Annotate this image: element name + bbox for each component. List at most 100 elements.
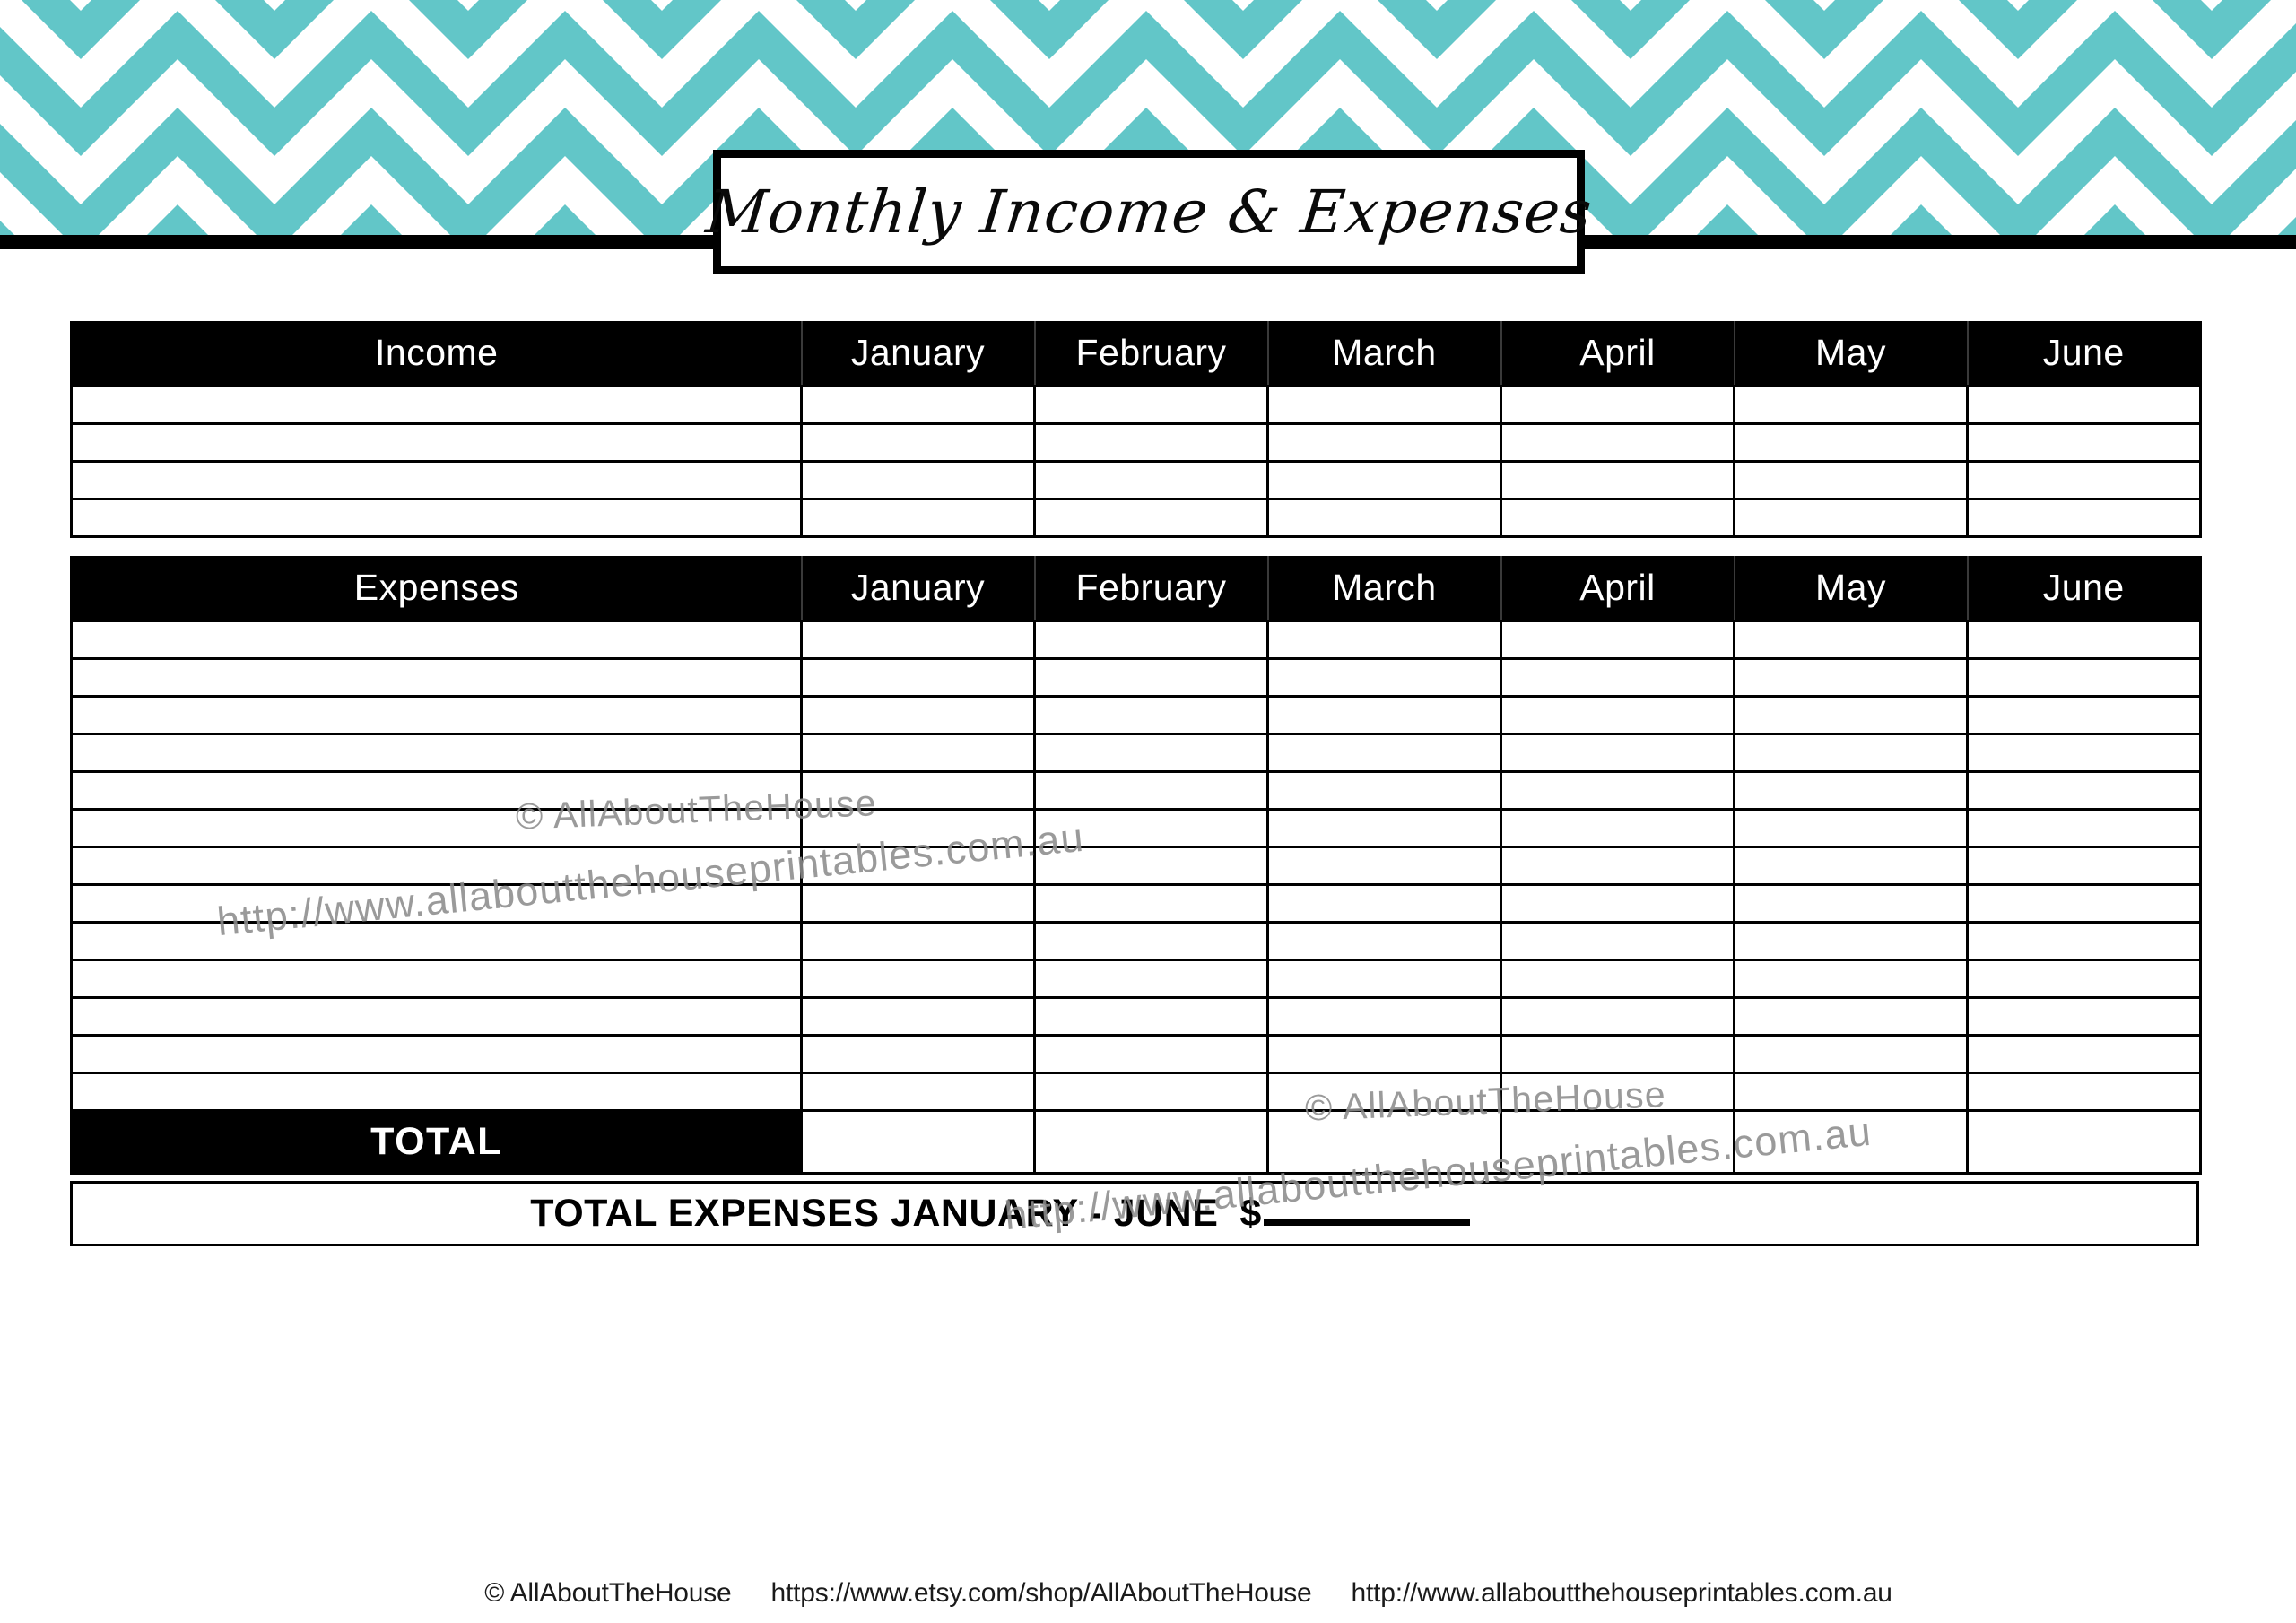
expense-row-label[interactable] [70, 882, 803, 924]
income-cell-january[interactable] [800, 384, 1036, 425]
expense-cell-may[interactable] [1733, 920, 1969, 961]
expense-cell-june[interactable] [1966, 995, 2202, 1037]
expense-cell-april[interactable] [1500, 920, 1735, 961]
expense-cell-april[interactable] [1500, 995, 1735, 1037]
income-cell-march[interactable] [1266, 459, 1502, 500]
expense-cell-march[interactable] [1266, 958, 1502, 999]
expense-cell-march[interactable] [1266, 694, 1502, 735]
expense-cell-april[interactable] [1500, 732, 1735, 773]
income-cell-march[interactable] [1266, 497, 1502, 538]
expense-cell-january[interactable] [800, 845, 1036, 886]
income-cell-march[interactable] [1266, 421, 1502, 463]
expense-cell-may[interactable] [1733, 807, 1969, 848]
expense-cell-march[interactable] [1266, 732, 1502, 773]
expense-cell-february[interactable] [1033, 694, 1269, 735]
expense-cell-may[interactable] [1733, 656, 1969, 698]
income-cell-june[interactable] [1966, 384, 2202, 425]
income-cell-april[interactable] [1500, 384, 1735, 425]
expense-cell-january[interactable] [800, 769, 1036, 811]
expense-cell-june[interactable] [1966, 807, 2202, 848]
expense-cell-february[interactable] [1033, 995, 1269, 1037]
expense-row-label[interactable] [70, 619, 803, 660]
income-cell-april[interactable] [1500, 497, 1735, 538]
income-cell-april[interactable] [1500, 421, 1735, 463]
expense-cell-june[interactable] [1966, 694, 2202, 735]
expense-cell-january[interactable] [800, 1033, 1036, 1074]
expense-cell-april[interactable] [1500, 769, 1735, 811]
expense-row-label[interactable] [70, 1071, 803, 1112]
expense-row-label[interactable] [70, 958, 803, 999]
income-cell-february[interactable] [1033, 497, 1269, 538]
expense-row-label[interactable] [70, 732, 803, 773]
expense-row-label[interactable] [70, 845, 803, 886]
expense-cell-june[interactable] [1966, 958, 2202, 999]
expense-cell-march[interactable] [1266, 1033, 1502, 1074]
expenses-total-may[interactable] [1733, 1108, 1969, 1175]
expense-cell-may[interactable] [1733, 1071, 1969, 1112]
expense-cell-february[interactable] [1033, 882, 1269, 924]
expense-cell-march[interactable] [1266, 1071, 1502, 1112]
expense-cell-june[interactable] [1966, 732, 2202, 773]
expense-cell-january[interactable] [800, 694, 1036, 735]
expense-cell-june[interactable] [1966, 656, 2202, 698]
expense-cell-march[interactable] [1266, 920, 1502, 961]
expense-cell-january[interactable] [800, 656, 1036, 698]
expense-cell-february[interactable] [1033, 619, 1269, 660]
expense-cell-june[interactable] [1966, 920, 2202, 961]
income-cell-june[interactable] [1966, 421, 2202, 463]
expense-cell-april[interactable] [1500, 882, 1735, 924]
expense-row-label[interactable] [70, 1033, 803, 1074]
expense-cell-february[interactable] [1033, 807, 1269, 848]
expense-cell-february[interactable] [1033, 920, 1269, 961]
income-row-label[interactable] [70, 459, 803, 500]
expense-cell-march[interactable] [1266, 769, 1502, 811]
income-cell-february[interactable] [1033, 459, 1269, 500]
income-cell-june[interactable] [1966, 497, 2202, 538]
expense-cell-march[interactable] [1266, 619, 1502, 660]
expense-cell-june[interactable] [1966, 1033, 2202, 1074]
expense-cell-february[interactable] [1033, 958, 1269, 999]
expense-cell-june[interactable] [1966, 882, 2202, 924]
expense-cell-february[interactable] [1033, 732, 1269, 773]
expense-cell-may[interactable] [1733, 1033, 1969, 1074]
expense-cell-february[interactable] [1033, 845, 1269, 886]
expense-cell-may[interactable] [1733, 619, 1969, 660]
expense-row-label[interactable] [70, 807, 803, 848]
expense-cell-january[interactable] [800, 619, 1036, 660]
income-row-label[interactable] [70, 497, 803, 538]
expense-cell-february[interactable] [1033, 1033, 1269, 1074]
expense-cell-january[interactable] [800, 807, 1036, 848]
expense-cell-may[interactable] [1733, 958, 1969, 999]
expense-cell-january[interactable] [800, 1071, 1036, 1112]
expense-cell-february[interactable] [1033, 769, 1269, 811]
expense-cell-june[interactable] [1966, 619, 2202, 660]
expense-cell-january[interactable] [800, 882, 1036, 924]
expenses-total-march[interactable] [1266, 1108, 1502, 1175]
expense-cell-january[interactable] [800, 920, 1036, 961]
income-cell-january[interactable] [800, 497, 1036, 538]
expense-cell-february[interactable] [1033, 656, 1269, 698]
expense-cell-march[interactable] [1266, 845, 1502, 886]
footer-etsy-link[interactable]: https://www.etsy.com/shop/AllAboutTheHou… [770, 1578, 1312, 1608]
expenses-total-june[interactable] [1966, 1108, 2202, 1175]
expense-cell-april[interactable] [1500, 619, 1735, 660]
expense-row-label[interactable] [70, 694, 803, 735]
grand-total-input[interactable] [1263, 1195, 1470, 1226]
income-row-label[interactable] [70, 384, 803, 425]
expense-cell-april[interactable] [1500, 807, 1735, 848]
income-cell-february[interactable] [1033, 384, 1269, 425]
expense-cell-april[interactable] [1500, 958, 1735, 999]
expense-row-label[interactable] [70, 769, 803, 811]
expense-cell-april[interactable] [1500, 656, 1735, 698]
footer-site-link[interactable]: http://www.allaboutthehouseprintables.co… [1351, 1578, 1892, 1608]
expense-cell-march[interactable] [1266, 807, 1502, 848]
expense-cell-january[interactable] [800, 995, 1036, 1037]
income-cell-january[interactable] [800, 421, 1036, 463]
expense-cell-february[interactable] [1033, 1071, 1269, 1112]
income-cell-april[interactable] [1500, 459, 1735, 500]
income-cell-june[interactable] [1966, 459, 2202, 500]
income-cell-march[interactable] [1266, 384, 1502, 425]
expenses-total-april[interactable] [1500, 1108, 1735, 1175]
expense-cell-may[interactable] [1733, 769, 1969, 811]
expense-cell-january[interactable] [800, 732, 1036, 773]
